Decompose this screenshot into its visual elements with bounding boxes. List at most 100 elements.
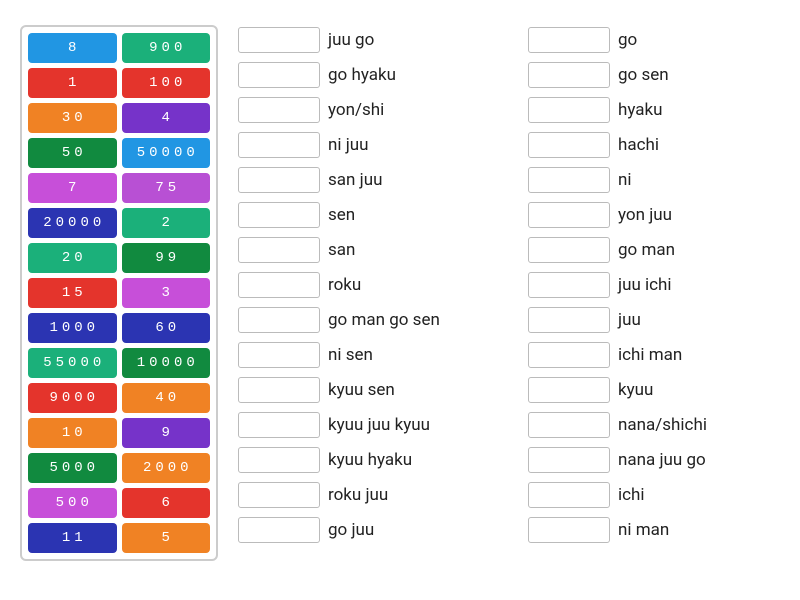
- drop-slot[interactable]: [528, 377, 610, 403]
- answer-label: go juu: [328, 520, 374, 540]
- number-tile[interactable]: 1000: [28, 313, 117, 343]
- answer-label: kyuu sen: [328, 380, 395, 400]
- number-tile[interactable]: 40: [122, 383, 211, 413]
- drop-slot[interactable]: [528, 97, 610, 123]
- drop-slot[interactable]: [528, 202, 610, 228]
- answer-label: ni: [618, 170, 632, 190]
- number-tile[interactable]: 2000: [122, 453, 211, 483]
- drop-slot[interactable]: [238, 412, 320, 438]
- number-tile[interactable]: 10: [28, 418, 117, 448]
- drop-slot[interactable]: [528, 307, 610, 333]
- number-tile[interactable]: 75: [122, 173, 211, 203]
- answer-label: go sen: [618, 65, 669, 85]
- drop-slot[interactable]: [238, 62, 320, 88]
- drop-slot[interactable]: [238, 167, 320, 193]
- answer-label: roku: [328, 275, 361, 295]
- answer-row: yon/shi: [238, 95, 498, 125]
- answer-row: go man go sen: [238, 305, 498, 335]
- drop-slot[interactable]: [238, 27, 320, 53]
- number-tile[interactable]: 30: [28, 103, 117, 133]
- answer-row: juu ichi: [528, 270, 788, 300]
- drop-slot[interactable]: [238, 377, 320, 403]
- number-tile[interactable]: 5: [122, 523, 211, 553]
- answer-row: san juu: [238, 165, 498, 195]
- drop-slot[interactable]: [238, 342, 320, 368]
- answer-label: go hyaku: [328, 65, 396, 85]
- drop-slot[interactable]: [238, 132, 320, 158]
- drop-slot[interactable]: [528, 167, 610, 193]
- answer-label: ni juu: [328, 135, 369, 155]
- drop-slot[interactable]: [238, 447, 320, 473]
- answer-row: roku: [238, 270, 498, 300]
- drop-slot[interactable]: [528, 517, 610, 543]
- answer-column-2: go go sen hyaku hachi ni yon juu go man juu ich…: [528, 25, 788, 561]
- drop-slot[interactable]: [528, 62, 610, 88]
- drop-slot[interactable]: [238, 97, 320, 123]
- drop-slot[interactable]: [238, 307, 320, 333]
- answer-row: go man: [528, 235, 788, 265]
- number-tile[interactable]: 4: [122, 103, 211, 133]
- number-tile[interactable]: 11: [28, 523, 117, 553]
- answer-column-1: juu go go hyaku yon/shi ni juu san juu sen san…: [238, 25, 498, 561]
- answer-label: go man go sen: [328, 310, 440, 330]
- answer-row: yon juu: [528, 200, 788, 230]
- drop-slot[interactable]: [528, 447, 610, 473]
- drop-slot[interactable]: [528, 482, 610, 508]
- answer-row: ni sen: [238, 340, 498, 370]
- drop-slot[interactable]: [528, 412, 610, 438]
- answer-row: san: [238, 235, 498, 265]
- number-tile[interactable]: 55000: [28, 348, 117, 378]
- drop-slot[interactable]: [238, 482, 320, 508]
- drop-slot[interactable]: [528, 132, 610, 158]
- answer-row: sen: [238, 200, 498, 230]
- drop-slot[interactable]: [528, 272, 610, 298]
- answer-label: sen: [328, 205, 355, 225]
- answer-label: nana juu go: [618, 450, 706, 470]
- number-tile[interactable]: 9: [122, 418, 211, 448]
- tile-bank: 8900110030450500007752000022099153100060…: [20, 25, 218, 561]
- drop-slot[interactable]: [528, 342, 610, 368]
- drop-slot[interactable]: [238, 202, 320, 228]
- drop-slot[interactable]: [528, 237, 610, 263]
- number-tile[interactable]: 50: [28, 138, 117, 168]
- number-tile[interactable]: 5000: [28, 453, 117, 483]
- answer-columns: juu go go hyaku yon/shi ni juu san juu sen san…: [238, 25, 788, 561]
- answer-row: hyaku: [528, 95, 788, 125]
- drop-slot[interactable]: [238, 237, 320, 263]
- number-tile[interactable]: 20: [28, 243, 117, 273]
- number-tile[interactable]: 3: [122, 278, 211, 308]
- drop-slot[interactable]: [238, 272, 320, 298]
- number-tile[interactable]: 10000: [122, 348, 211, 378]
- answer-row: ichi man: [528, 340, 788, 370]
- answer-row: ni: [528, 165, 788, 195]
- answer-row: juu: [528, 305, 788, 335]
- drop-slot[interactable]: [528, 27, 610, 53]
- answer-label: kyuu hyaku: [328, 450, 412, 470]
- answer-label: san juu: [328, 170, 382, 190]
- number-tile[interactable]: 100: [122, 68, 211, 98]
- number-tile[interactable]: 500: [28, 488, 117, 518]
- answer-row: kyuu: [528, 375, 788, 405]
- number-tile[interactable]: 7: [28, 173, 117, 203]
- number-tile[interactable]: 15: [28, 278, 117, 308]
- answer-label: hyaku: [618, 100, 663, 120]
- number-tile[interactable]: 2: [122, 208, 211, 238]
- answer-label: nana/shichi: [618, 415, 707, 435]
- number-tile[interactable]: 900: [122, 33, 211, 63]
- answer-label: kyuu: [618, 380, 653, 400]
- number-tile[interactable]: 8: [28, 33, 117, 63]
- answer-row: go: [528, 25, 788, 55]
- answer-row: juu go: [238, 25, 498, 55]
- number-tile[interactable]: 60: [122, 313, 211, 343]
- number-tile[interactable]: 50000: [122, 138, 211, 168]
- number-tile[interactable]: 6: [122, 488, 211, 518]
- number-tile[interactable]: 1: [28, 68, 117, 98]
- number-tile[interactable]: 99: [122, 243, 211, 273]
- answer-row: ni juu: [238, 130, 498, 160]
- answer-label: ni sen: [328, 345, 373, 365]
- answer-label: roku juu: [328, 485, 388, 505]
- answer-row: hachi: [528, 130, 788, 160]
- drop-slot[interactable]: [238, 517, 320, 543]
- number-tile[interactable]: 20000: [28, 208, 117, 238]
- number-tile[interactable]: 9000: [28, 383, 117, 413]
